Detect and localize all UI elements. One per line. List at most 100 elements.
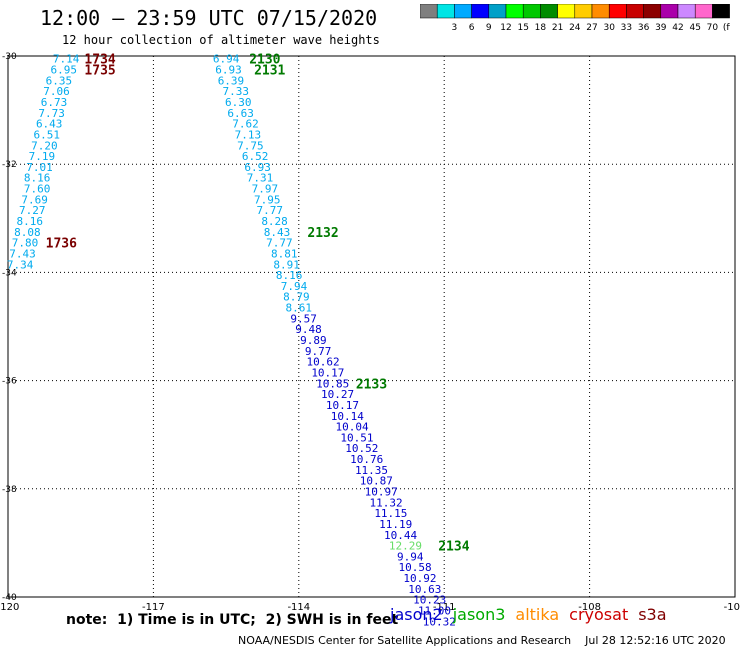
color-bin-label: 6 (469, 23, 475, 33)
color-bin-label: 12 (500, 23, 511, 33)
color-bin-label: 3 (452, 23, 458, 33)
swh-point: 10.14 (331, 410, 364, 423)
pass-time-label: 1735 (84, 64, 115, 79)
swh-point: 8.81 (271, 247, 298, 260)
pass-time-label: 2131 (254, 64, 285, 79)
swh-point: 7.20 (31, 139, 58, 152)
swh-point: 10.44 (384, 529, 417, 542)
satellite-legend: jason2 jason3 altika cryosat s3a (390, 605, 677, 624)
swh-point: 10.58 (399, 561, 432, 574)
swh-point: 9.94 (397, 550, 424, 563)
credit-line: NOAA/NESDIS Center for Satellite Applica… (238, 634, 726, 647)
swh-point: 10.62 (306, 356, 339, 369)
color-bin-label: 15 (517, 23, 528, 33)
y-tick-label: -36 (2, 377, 17, 387)
legend-entry: s3a (638, 605, 667, 624)
x-tick-label: -117 (142, 602, 165, 613)
swh-point: 7.33 (223, 85, 250, 98)
color-bin-label: 33 (621, 23, 632, 33)
color-bin-label: 18 (535, 23, 547, 33)
swh-point: 10.51 (340, 431, 373, 444)
swh-point: 7.75 (237, 139, 264, 152)
swh-point: 11.35 (355, 464, 388, 477)
swh-point: 6.73 (41, 96, 68, 109)
pass-time-label: 2134 (438, 540, 469, 555)
swh-point: 9.48 (295, 323, 322, 336)
swh-point: 7.34 (7, 258, 34, 271)
swh-point: 7.80 (12, 237, 39, 250)
y-tick-label: -32 (2, 160, 17, 170)
color-bin (712, 4, 730, 19)
swh-point: 10.85 (316, 377, 349, 390)
swh-point: 7.60 (24, 183, 51, 196)
swh-point: 8.28 (261, 215, 288, 228)
swh-point: 7.94 (281, 280, 308, 293)
swh-point: 9.57 (290, 312, 317, 325)
swh-point: 6.94 (213, 53, 240, 66)
legend-entry: cryosat (569, 605, 629, 624)
swh-point: 7.97 (252, 183, 279, 196)
swh-point: 10.17 (326, 399, 359, 412)
swh-point: 8.61 (286, 302, 313, 315)
pass-time-label: 2130 (249, 53, 280, 68)
color-bin-label: 39 (655, 23, 667, 33)
swh-point: 6.43 (36, 118, 63, 131)
swh-point: 7.69 (21, 193, 48, 206)
swh-point: 6.52 (242, 150, 269, 163)
color-bin-label: 36 (638, 23, 650, 33)
swh-point: 7.95 (254, 193, 281, 206)
x-tick-label: -114 (287, 602, 310, 613)
swh-point: 11.00 (418, 605, 451, 618)
swh-point: 7.43 (9, 247, 36, 260)
color-bin-label: 30 (603, 23, 615, 33)
x-tick-label: -108 (578, 602, 601, 613)
swh-point: 8.43 (264, 226, 291, 239)
swh-point: 7.13 (235, 128, 262, 141)
swh-point: 6.93 (244, 161, 271, 174)
swh-point: 12.29 (389, 540, 422, 553)
x-tick-label: -105 (724, 602, 740, 613)
legend-entry: jason2 (390, 605, 443, 624)
legend-entry: altika (515, 605, 560, 624)
swh-point: 10.23 (413, 594, 446, 607)
pass-time-label: 1734 (84, 53, 115, 68)
swh-point: 6.63 (227, 107, 254, 120)
swh-point: 9.77 (305, 345, 332, 358)
swh-point: 10.97 (365, 486, 398, 499)
color-bin-label: 70 (707, 23, 719, 33)
color-bin-label: 9 (486, 23, 492, 33)
swh-point: 7.31 (247, 172, 274, 185)
swh-point: 6.95 (50, 64, 77, 77)
swh-point: 7.01 (26, 161, 53, 174)
chart-subtitle: 12 hour collection of altimeter wave hei… (62, 33, 380, 47)
y-tick-label: -40 (2, 593, 17, 603)
swh-point: 10.92 (403, 572, 436, 585)
swh-point: 10.63 (408, 583, 441, 596)
swh-point: 6.30 (225, 96, 252, 109)
units-note: note: 1) Time is in UTC; 2) SWH is in fe… (66, 612, 399, 628)
swh-point: 10.32 (423, 615, 456, 628)
swh-point: 11.19 (379, 518, 412, 531)
x-tick-label: -111 (433, 602, 456, 613)
swh-point: 11.32 (369, 496, 402, 509)
swh-point: 8.16 (17, 215, 44, 228)
swh-point: 9.89 (300, 334, 327, 347)
y-tick-label: -30 (2, 52, 17, 62)
swh-point: 7.14 (53, 53, 80, 66)
y-tick-label: -34 (2, 268, 17, 278)
swh-point: 6.39 (218, 74, 245, 87)
color-bin-label: 24 (569, 23, 581, 33)
pass-time-label: 2133 (356, 377, 387, 392)
swh-point: 10.52 (345, 442, 378, 455)
swh-point: 7.73 (38, 107, 65, 120)
swh-point: 10.76 (350, 453, 383, 466)
swh-point: 8.91 (273, 258, 300, 271)
color-bin-label: (ft) (723, 23, 730, 33)
x-tick-label: -120 (0, 602, 19, 613)
swh-point: 11.15 (374, 507, 407, 520)
color-bin-label: 27 (586, 23, 597, 33)
swh-point: 8.79 (283, 291, 310, 304)
legend-entry: jason3 (452, 605, 506, 624)
swh-point: 10.87 (360, 475, 393, 488)
